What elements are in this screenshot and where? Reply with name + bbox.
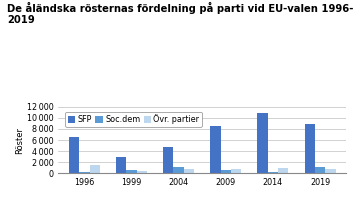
Bar [257, 113, 268, 173]
Bar [163, 147, 173, 173]
Bar [315, 166, 325, 173]
Bar [221, 170, 231, 173]
Bar [126, 170, 137, 173]
Bar [278, 168, 288, 173]
Bar [184, 169, 194, 173]
Y-axis label: Röster: Röster [15, 126, 24, 154]
Bar [116, 157, 126, 173]
Bar [90, 165, 100, 173]
Bar [210, 126, 221, 173]
Bar [69, 137, 79, 173]
Bar [305, 124, 315, 173]
Bar [231, 169, 241, 173]
Legend: SFP, Soc.dem, Övr. partier: SFP, Soc.dem, Övr. partier [65, 112, 202, 127]
Bar [79, 172, 90, 173]
Bar [137, 171, 147, 173]
Bar [268, 172, 278, 173]
Text: De åländska rösternas fördelning på parti vid EU-valen 1996-
2019: De åländska rösternas fördelning på part… [7, 2, 353, 25]
Bar [325, 169, 336, 173]
Bar [173, 166, 184, 173]
